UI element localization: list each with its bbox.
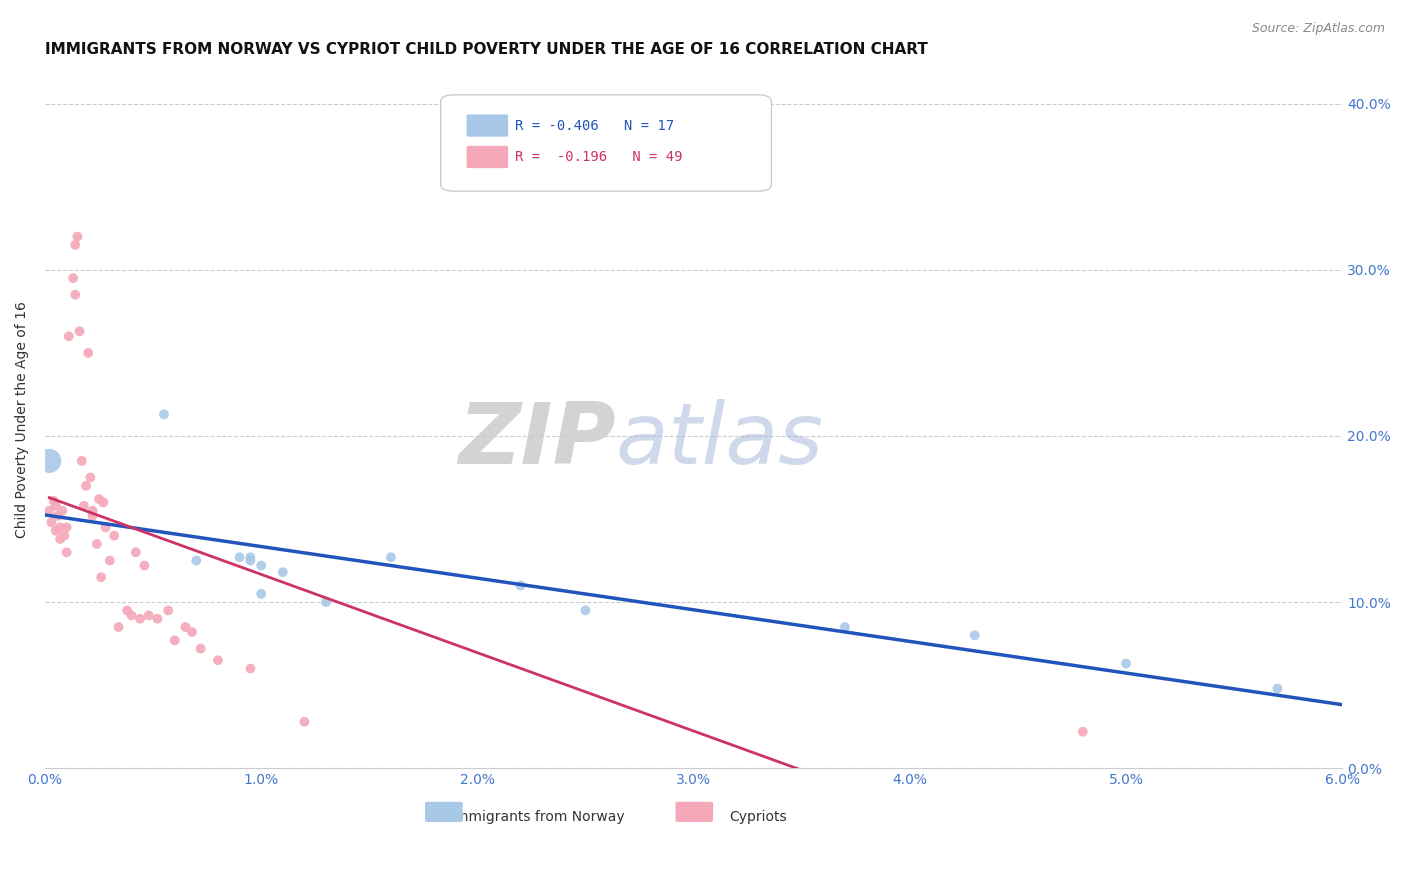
Y-axis label: Child Poverty Under the Age of 16: Child Poverty Under the Age of 16 — [15, 301, 30, 538]
Point — [138, 608, 160, 623]
Point — [45, 499, 67, 513]
Point — [75, 479, 97, 493]
Point — [115, 603, 138, 617]
FancyBboxPatch shape — [675, 802, 713, 822]
Point — [120, 608, 142, 623]
Point — [181, 625, 204, 640]
Point — [239, 553, 262, 567]
Text: R = -0.406   N = 17: R = -0.406 N = 17 — [515, 119, 673, 133]
Point — [239, 662, 262, 676]
Point — [51, 504, 73, 518]
Point — [125, 545, 148, 559]
Point — [1267, 681, 1289, 696]
Point — [963, 628, 986, 642]
Point — [55, 545, 77, 559]
Point — [49, 532, 72, 546]
Point — [103, 529, 125, 543]
Text: ZIP: ZIP — [458, 399, 616, 482]
Point — [574, 603, 596, 617]
FancyBboxPatch shape — [467, 145, 508, 168]
Point — [509, 578, 531, 592]
Point — [38, 504, 60, 518]
Point — [207, 653, 229, 667]
Text: Cypriots: Cypriots — [730, 810, 787, 824]
Point — [153, 408, 176, 422]
Point — [49, 520, 72, 534]
Point — [107, 620, 129, 634]
Text: atlas: atlas — [616, 399, 824, 482]
Point — [1071, 724, 1094, 739]
Point — [86, 537, 108, 551]
Point — [186, 553, 208, 567]
Point — [77, 346, 100, 360]
Point — [190, 641, 212, 656]
Text: IMMIGRANTS FROM NORWAY VS CYPRIOT CHILD POVERTY UNDER THE AGE OF 16 CORRELATION : IMMIGRANTS FROM NORWAY VS CYPRIOT CHILD … — [45, 42, 928, 57]
FancyBboxPatch shape — [467, 114, 508, 136]
Point — [87, 492, 110, 507]
Point — [94, 520, 117, 534]
Point — [62, 271, 84, 285]
Point — [157, 603, 180, 617]
Point — [73, 499, 96, 513]
Point — [93, 495, 115, 509]
Point — [163, 633, 186, 648]
Point — [45, 524, 67, 538]
Text: Immigrants from Norway: Immigrants from Norway — [451, 810, 624, 824]
Point — [70, 454, 93, 468]
Point — [239, 550, 262, 565]
Point — [129, 612, 152, 626]
Point — [66, 229, 89, 244]
Point — [174, 620, 197, 634]
Point — [42, 493, 65, 508]
Point — [55, 520, 77, 534]
Point — [380, 550, 402, 565]
Point — [58, 329, 80, 343]
FancyBboxPatch shape — [440, 95, 772, 191]
Point — [1115, 657, 1137, 671]
Point — [834, 620, 856, 634]
Point — [69, 324, 91, 338]
Text: R =  -0.196   N = 49: R = -0.196 N = 49 — [515, 150, 682, 164]
Point — [228, 550, 250, 565]
Point — [134, 558, 156, 573]
Point — [315, 595, 337, 609]
Point — [98, 553, 121, 567]
Point — [53, 529, 76, 543]
Point — [90, 570, 112, 584]
Point — [46, 508, 69, 523]
Point — [294, 714, 316, 729]
Point — [250, 587, 273, 601]
Point — [65, 287, 87, 301]
Point — [79, 470, 101, 484]
Point — [82, 504, 104, 518]
Point — [82, 508, 104, 523]
Text: Source: ZipAtlas.com: Source: ZipAtlas.com — [1251, 22, 1385, 36]
Point — [146, 612, 169, 626]
Point — [250, 558, 273, 573]
Point — [41, 516, 63, 530]
Point — [65, 238, 87, 252]
FancyBboxPatch shape — [425, 802, 463, 822]
Point — [271, 565, 294, 579]
Point — [38, 454, 60, 468]
